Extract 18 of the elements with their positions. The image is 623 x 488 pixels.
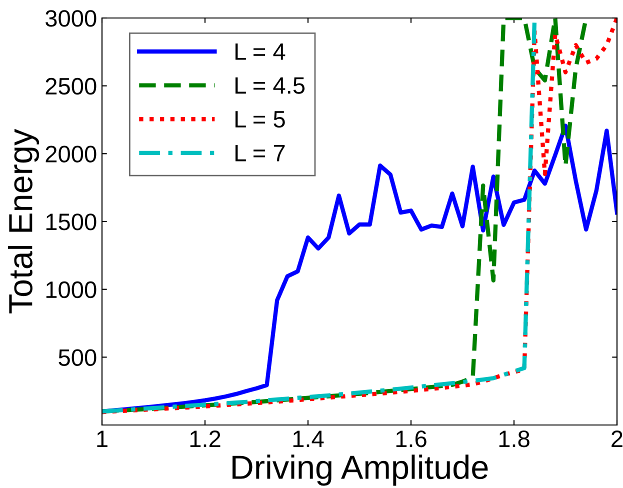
y-tick-label: 1500 xyxy=(46,214,96,230)
y-tick-label: 2500 xyxy=(46,78,96,95)
y-tick-label: 3000 xyxy=(46,10,96,27)
y-tick-label: 500 xyxy=(58,349,96,366)
x-axis-title: Driving Amplitude xyxy=(232,454,488,486)
legend-label: L = 4.5 xyxy=(236,77,305,94)
x-tick-label: 1.2 xyxy=(190,430,220,447)
x-tick-label: 1.4 xyxy=(293,430,324,447)
y-tick-label: 2000 xyxy=(46,146,96,162)
x-tick-label: 1 xyxy=(97,430,108,447)
legend-label: L = 7 xyxy=(236,144,285,162)
legend-label: L = 4 xyxy=(236,44,286,60)
y-axis-title: Total Energy xyxy=(8,128,40,314)
x-tick-label: 1.8 xyxy=(499,430,530,448)
x-tick-label: 2 xyxy=(612,430,622,447)
legend-label: L = 5 xyxy=(236,111,285,128)
y-tick-label: 1000 xyxy=(46,281,96,298)
x-tick-label: 1.6 xyxy=(396,430,426,448)
